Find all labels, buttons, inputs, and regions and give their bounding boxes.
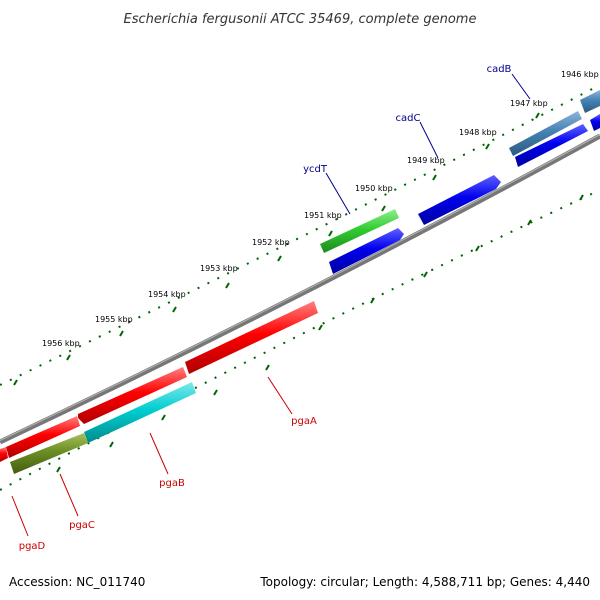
ycdT-region-feature [329,228,404,274]
label-leaders [11,73,531,537]
pgaA-feature [185,301,318,374]
pgaB-region-feature [78,367,187,424]
kbp-labels: 1946 kbp 1947 kbp 1948 kbp 1949 kbp 1950… [42,70,599,348]
outer-major-ticks [13,112,540,386]
kbp-label: 1948 kbp [459,128,497,137]
gene-label-cadB: cadB [487,64,512,75]
kbp-label: 1949 kbp [407,156,445,165]
pgaA-leader [267,376,293,415]
kbp-label: 1947 kbp [510,99,548,108]
kbp-label: 1956 kbp [42,339,80,348]
cadB-feature-continued [580,90,600,113]
pgaB-feature [84,382,196,443]
genome-backbone [0,133,600,445]
pgaC-region-feature [6,416,80,458]
forward-feature-edge [590,114,600,131]
cadB-leader [511,73,531,100]
gene-label-pgaC: pgaC [69,520,95,531]
gene-label-pgaA: pgaA [291,416,317,427]
kbp-label: 1951 kbp [304,211,342,220]
kbp-label: 1955 kbp [95,315,133,324]
inner-tick-ring [0,189,600,491]
gene-label-pgaD: pgaD [19,541,46,552]
cadB-region-feature [515,124,588,167]
map-title: Escherichia fergusonii ATCC 35469, compl… [124,12,477,27]
pgaD-leader [11,495,29,537]
cadC-feature [418,175,501,225]
kbp-label: 1946 kbp [561,70,599,79]
pgaC-feature [10,433,88,474]
kbp-label: 1950 kbp [355,184,393,193]
gene-label-pgaB: pgaB [159,478,185,489]
pgaD-region-feature [0,447,8,462]
pgaC-leader [59,473,79,517]
accession-text: Accession: NC_011740 [9,575,145,589]
gene-label-cadC: cadC [396,113,421,124]
gene-labels: cadB cadC ycdT pgaA pgaB pgaC pgaD [19,64,512,552]
cadC-leader [419,121,439,159]
ycdT-leader [325,172,351,215]
kbp-label: 1954 kbp [148,290,186,299]
gene-label-ycdT: ycdT [303,164,328,175]
inner-major-ticks [56,194,584,473]
ycdT-feature [320,209,399,253]
kbp-label: 1953 kbp [200,264,238,273]
cadB-feature [509,111,582,156]
pgaB-leader [149,432,169,475]
topology-text: Topology: circular; Length: 4,588,711 bp… [259,575,590,589]
outer-tick-ring [0,84,600,386]
kbp-label: 1952 kbp [252,238,290,247]
